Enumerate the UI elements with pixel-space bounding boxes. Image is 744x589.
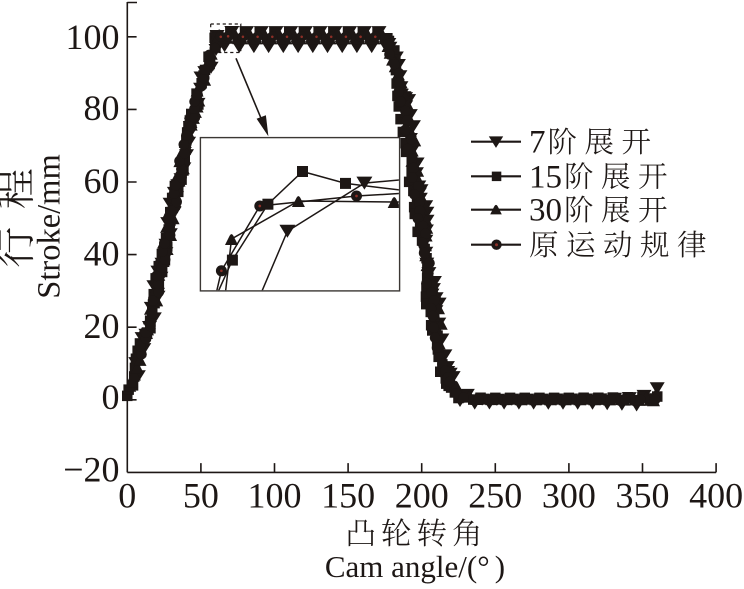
svg-text:Cam angle/(° ): Cam angle/(° ) [325, 549, 505, 584]
svg-text:80: 80 [84, 88, 120, 128]
svg-text:400: 400 [689, 476, 743, 516]
svg-text:60: 60 [84, 161, 120, 201]
svg-text:0: 0 [102, 377, 120, 417]
svg-text:15: 15 [529, 159, 562, 195]
svg-text:250: 250 [468, 476, 522, 516]
svg-text:50: 50 [183, 476, 219, 516]
svg-text:20: 20 [84, 306, 120, 346]
svg-text:100: 100 [248, 476, 302, 516]
svg-text:30: 30 [529, 193, 562, 229]
svg-text:200: 200 [395, 476, 449, 516]
svg-text:150: 150 [321, 476, 375, 516]
svg-text:0: 0 [118, 476, 136, 516]
svg-text:7: 7 [529, 125, 546, 161]
svg-text:40: 40 [84, 233, 120, 273]
svg-text:100: 100 [66, 17, 120, 57]
svg-text:350: 350 [616, 476, 670, 516]
svg-text:300: 300 [542, 476, 596, 516]
svg-text:−20: −20 [63, 449, 119, 489]
svg-text:Stroke/mm: Stroke/mm [32, 154, 68, 298]
